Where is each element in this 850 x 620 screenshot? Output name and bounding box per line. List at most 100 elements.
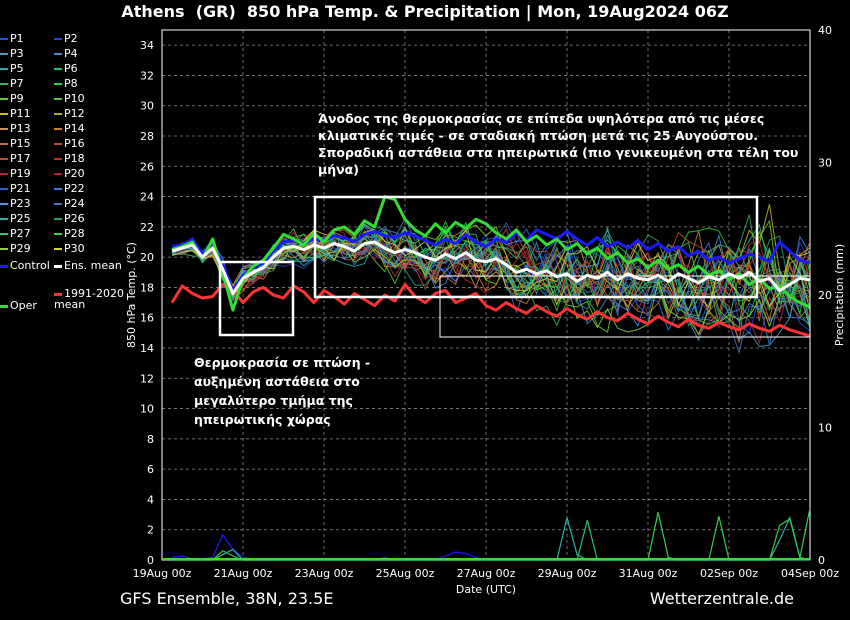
legend-swatch: [0, 304, 8, 308]
legend-item: Ens. mean: [54, 260, 124, 273]
legend-swatch: [54, 248, 62, 250]
legend-item: P19: [0, 167, 31, 180]
legend-swatch: [0, 188, 8, 190]
x-tick-label: 02Sep 00z: [700, 567, 758, 580]
x-tick-label: 21Aug 00z: [214, 567, 273, 580]
legend-item: Control: [0, 260, 70, 273]
annotation-top-line: μήνα): [318, 162, 359, 177]
legend-swatch: [0, 83, 8, 85]
legend-item: P7: [0, 77, 24, 90]
highlight-box-top: [313, 195, 759, 299]
legend-item: P14: [54, 122, 85, 135]
legend-label: P29: [10, 242, 31, 255]
y2-tick-label: 40: [818, 24, 832, 37]
legend-label: P27: [10, 227, 31, 240]
legend-swatch: [54, 68, 62, 70]
legend-item: P16: [54, 137, 85, 150]
y2-tick-label: 30: [818, 157, 832, 170]
legend-label: P1: [10, 32, 24, 45]
legend-swatch: [0, 113, 8, 115]
legend-swatch: [54, 203, 62, 205]
legend-label: P10: [64, 92, 85, 105]
legend-item: P15: [0, 137, 31, 150]
y-tick-label: 22: [140, 221, 154, 234]
y-axis-label: 850 hPa Temp. (°C): [125, 242, 138, 348]
highlight-boxes: [218, 195, 811, 338]
y-tick-label: 16: [140, 312, 154, 325]
legend-item: P6: [54, 62, 78, 75]
legend-label: P19: [10, 167, 31, 180]
annotation-left-line: Θερμοκρασία σε πτώση -: [194, 355, 371, 370]
legend-label: P4: [64, 47, 78, 60]
legend-label: P7: [10, 77, 24, 90]
annotation-top-line: Άνοδος της θερμοκρασίας σε επίπεδα υψηλό…: [318, 111, 765, 126]
legend-swatch: [0, 264, 8, 268]
legend-item: P20: [54, 167, 85, 180]
y-tick-label: 30: [140, 100, 154, 113]
y2-tick-label: 0: [818, 554, 825, 567]
legend-swatch: [54, 128, 62, 130]
legend-swatch: [54, 188, 62, 190]
y-tick-label: 32: [140, 69, 154, 82]
legend-item: P1: [0, 32, 24, 45]
legend-label: P9: [10, 92, 24, 105]
main-series: [170, 195, 811, 338]
legend-label: P28: [64, 227, 85, 240]
legend-label: P23: [10, 197, 31, 210]
legend-swatch: [54, 98, 62, 100]
precipitation-series: [162, 508, 811, 561]
legend-swatch: [54, 173, 62, 175]
x-tick-label: 19Aug 00z: [133, 567, 192, 580]
legend-swatch: [54, 218, 62, 220]
y-tick-label: 0: [147, 554, 154, 567]
legend-item: P18: [54, 152, 85, 165]
annotation-top: Άνοδος της θερμοκρασίας σε επίπεδα υψηλό…: [318, 110, 798, 178]
chart-title: Athens (GR) 850 hPa Temp. & Precipitatio…: [121, 2, 729, 21]
annotation-left-line: μεγαλύτερο τμήμα της: [194, 393, 353, 408]
legend-label: P13: [10, 122, 31, 135]
legend-label: 1991-2020 mean: [54, 287, 124, 311]
legend-swatch: [0, 38, 8, 40]
annotation-top-line: Σποραδική αστάθεια στα ηπειρωτικά (πιο γ…: [318, 145, 799, 160]
legend-label: P2: [64, 32, 78, 45]
x-tick-label: 25Aug 00z: [376, 567, 435, 580]
legend-swatch: [54, 264, 62, 268]
legend-item: P11: [0, 107, 31, 120]
legend-item: P27: [0, 227, 31, 240]
legend-label: P21: [10, 182, 31, 195]
legend-item: P2: [54, 32, 78, 45]
legend-swatch: [0, 218, 8, 220]
legend-label: Ens. mean: [64, 259, 122, 272]
legend-item: P8: [54, 77, 78, 90]
legend-swatch: [54, 113, 62, 115]
annotation-left: Θερμοκρασία σε πτώση - αυξημένη αστάθεια…: [194, 353, 370, 429]
legend-swatch: [0, 158, 8, 160]
x-tick-label: 29Aug 00z: [538, 567, 597, 580]
y-tick-label: 6: [147, 463, 154, 476]
legend-item: P10: [54, 92, 85, 105]
highlight-box-left: [218, 260, 295, 337]
y-tick-label: 26: [140, 160, 154, 173]
legend-swatch: [0, 173, 8, 175]
legend-swatch: [0, 233, 8, 235]
legend-swatch: [0, 143, 8, 145]
legend-item: Oper: [0, 300, 70, 313]
legend-swatch: [54, 292, 62, 296]
annotation-left-line: ηπειρωτικής χώρας: [194, 412, 331, 427]
legend-label: P14: [64, 122, 85, 135]
series-line: [171, 228, 811, 292]
legend-item: P21: [0, 182, 31, 195]
legend-swatch: [0, 128, 8, 130]
y-tick-label: 34: [140, 39, 154, 52]
annotation-left-line: αυξημένη αστάθεια στο: [194, 374, 360, 389]
axes: 0246810121416182022242628303234010203040…: [125, 24, 846, 596]
y-tick-label: 14: [140, 342, 154, 355]
legend-label: P17: [10, 152, 31, 165]
legend-item: P5: [0, 62, 24, 75]
legend-swatch: [0, 68, 8, 70]
series-line: [171, 195, 811, 312]
legend-label: P24: [64, 197, 85, 210]
legend-label: P25: [10, 212, 31, 225]
legend-item: P22: [54, 182, 85, 195]
